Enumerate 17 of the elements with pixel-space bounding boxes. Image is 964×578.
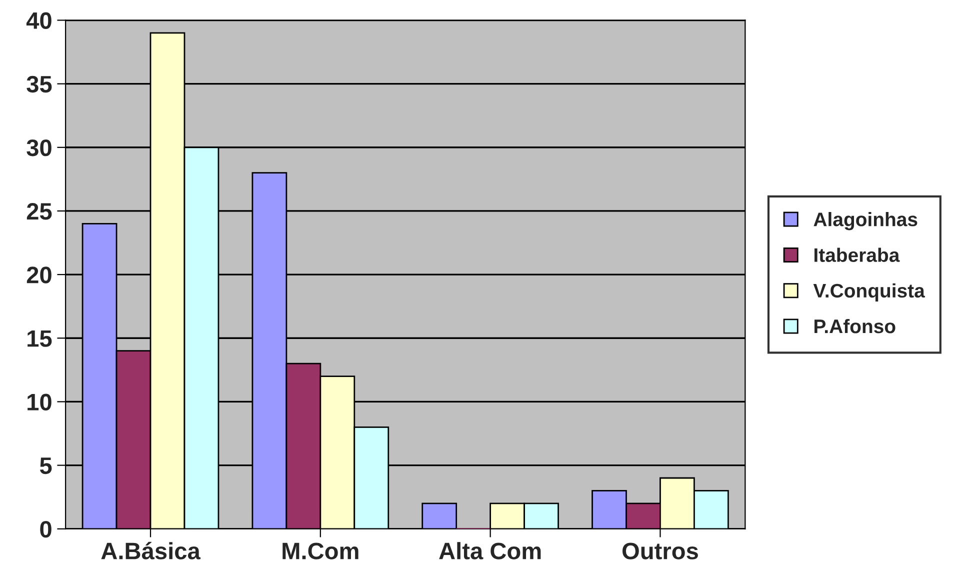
y-tick-label: 5 (40, 458, 52, 474)
x-tick-label: Outros (622, 542, 698, 560)
x-tick-label: M.Com (282, 542, 358, 560)
y-tick-label: 35 (26, 76, 52, 93)
y-tick-label: 40 (26, 12, 52, 30)
legend-label: Alagoinhas (814, 212, 918, 230)
y-tick-label: 15 (28, 330, 52, 347)
y-tick-label: 10 (28, 394, 52, 410)
y-tick-label: 0 (40, 520, 52, 538)
legend-label: Itaberaba (814, 248, 900, 262)
legend-label: P.Afonso (814, 318, 896, 334)
y-tick-label: 25 (26, 203, 52, 220)
x-tick-label: A.Básica (101, 542, 201, 560)
x-tick-label: Alta Com (439, 542, 541, 560)
y-tick-label: 30 (26, 139, 52, 156)
y-tick-label: 20 (26, 266, 52, 284)
legend-label: V.Conquista (813, 283, 925, 302)
